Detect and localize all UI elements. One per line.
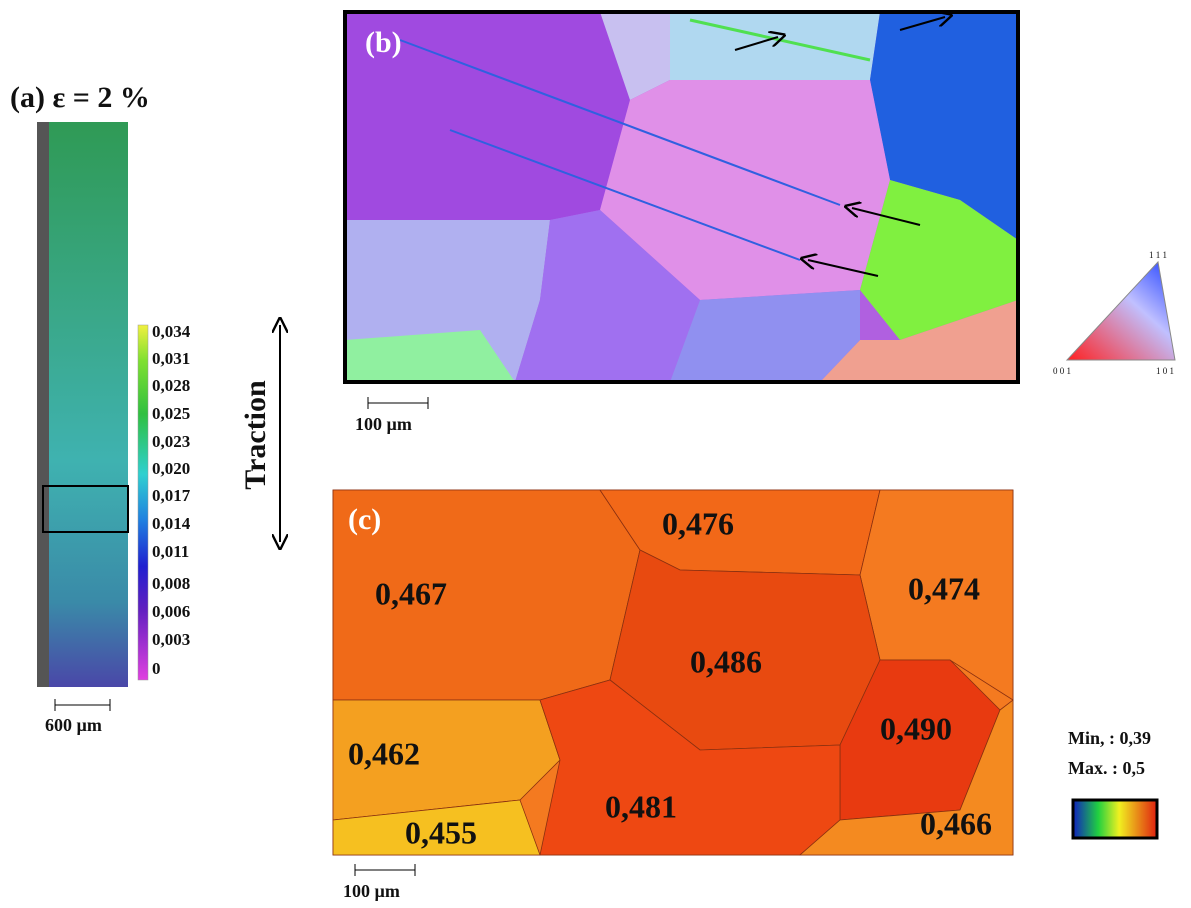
colorbar-label: 0,023 [152, 432, 190, 451]
panel-b-frame [343, 10, 1020, 384]
colorbar-label: 0,020 [152, 459, 190, 478]
grain-label: 0,462 [348, 735, 420, 771]
zoom-box [42, 485, 129, 533]
triangle-label: 1 0 1 [1156, 366, 1174, 376]
colorbar-label: 0 [152, 659, 161, 678]
colorbar-label: 0,006 [152, 602, 190, 621]
grain-labels: 0,476 0,467 0,474 0,486 0,490 0,462 0,481 0,455… [348, 505, 992, 850]
colorbar-label: 0,003 [152, 630, 190, 649]
colorbar-label: 0,034 [152, 322, 191, 341]
traction-label: Traction [239, 380, 272, 490]
colorbar-label: 0,025 [152, 404, 190, 423]
taylor-map [332, 489, 1014, 856]
panel-b-label: (b) [365, 26, 402, 59]
grain-label: 0,486 [690, 643, 762, 679]
strain-map [49, 122, 128, 687]
grain-label: 0,467 [375, 575, 447, 611]
grain-label: 0,466 [920, 805, 992, 841]
arrows [734, 17, 945, 277]
ipf-triangle [1065, 260, 1176, 361]
scale-label: 600 µm [45, 715, 102, 735]
grain-label: 0,474 [908, 570, 980, 606]
colorbar-labels: 0,034 0,031 0,028 0,025 0,023 0,020 0,017 0,014… [152, 322, 191, 678]
triangle-label: 0 0 1 [1053, 366, 1071, 376]
max-label: Max. : 0,5 [1068, 758, 1145, 778]
scale-label: 100 µm [343, 881, 400, 901]
colorbar-label: 0,031 [152, 349, 190, 368]
grain-label: 0,490 [880, 710, 952, 746]
scale-label: 100 µm [355, 414, 412, 434]
grain-label: 0,481 [605, 788, 677, 824]
panel-c-label: (c) [348, 503, 381, 536]
panel-a-label: (a) ε = 2 % [10, 81, 150, 114]
colorbar-label: 0,011 [152, 542, 189, 561]
colorbar-label: 0,008 [152, 574, 190, 593]
strip-edge [37, 122, 49, 687]
colorbar-label: 0,014 [152, 514, 191, 533]
colorbar [137, 324, 149, 681]
colormap-legend [1071, 798, 1159, 840]
ebsd-map [345, 12, 1018, 382]
colorbar-label: 0,028 [152, 376, 190, 395]
grain-label: 0,455 [405, 814, 477, 850]
colorbar-label: 0,017 [152, 486, 191, 505]
triangle-label: 1 1 1 [1149, 250, 1167, 260]
grain-label: 0,476 [662, 505, 734, 541]
min-label: Min, : 0,39 [1068, 728, 1151, 748]
